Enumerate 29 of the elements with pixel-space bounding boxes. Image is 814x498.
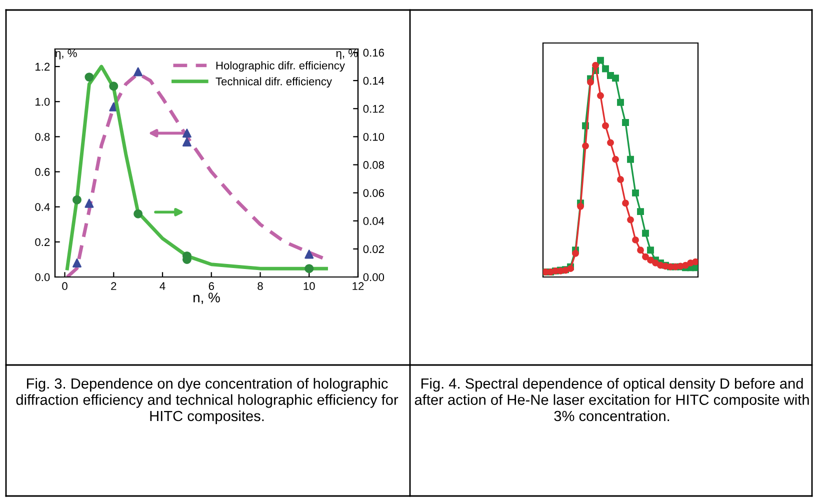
x-tick-label: 6 xyxy=(208,282,214,290)
legend-label: Holographic difr. efficiency xyxy=(216,61,345,72)
y-tick-label: 0.6 xyxy=(35,168,50,176)
y2-tick-label: 0.02 xyxy=(363,245,384,254)
y2-tick-label: 0.14 xyxy=(363,76,384,85)
caption: Fig. 4. Spectral dependence of optical density D before and after action of He-Ne laser excitation for HITC composite with 3% concentration. xyxy=(414,378,809,422)
y-tick-label: 0.4 xyxy=(35,203,50,211)
y2-tick-label: 0.04 xyxy=(363,217,384,226)
y2-tick-label: 0.00 xyxy=(363,273,384,282)
y2-tick-label: 0.08 xyxy=(363,161,384,169)
x-tick-label: 10 xyxy=(304,282,315,290)
y-tick-label: 1.2 xyxy=(36,62,50,71)
y2-tick-label: 0.06 xyxy=(363,189,384,197)
y2-tick-label: 0.16 xyxy=(363,48,384,57)
x-tick-label: 2 xyxy=(111,282,116,290)
y2-tick-label: 0.10 xyxy=(363,132,384,141)
x-tick-label: 4 xyxy=(160,282,166,290)
x-tick-label: 8 xyxy=(258,282,263,290)
x-tick-label: 0 xyxy=(62,282,68,290)
y-tick-label: 1.0 xyxy=(36,98,50,106)
y-tick-label: 0.8 xyxy=(35,132,50,141)
caption: Fig. 3. Dependence on dye concentration of holographic diffraction efficiency and technical holographic efficiency for HITC composites. xyxy=(16,378,398,424)
y-axis-title: η, % xyxy=(56,49,77,60)
y-tick-label: 0.2 xyxy=(35,238,50,246)
x-tick-label: 12 xyxy=(352,282,364,290)
x-axis-title: n, % xyxy=(194,292,220,304)
y2-tick-label: 0.12 xyxy=(363,104,384,113)
legend-label: Technical difr. efficiency xyxy=(216,77,332,88)
y-tick-label: 0.0 xyxy=(35,273,50,282)
